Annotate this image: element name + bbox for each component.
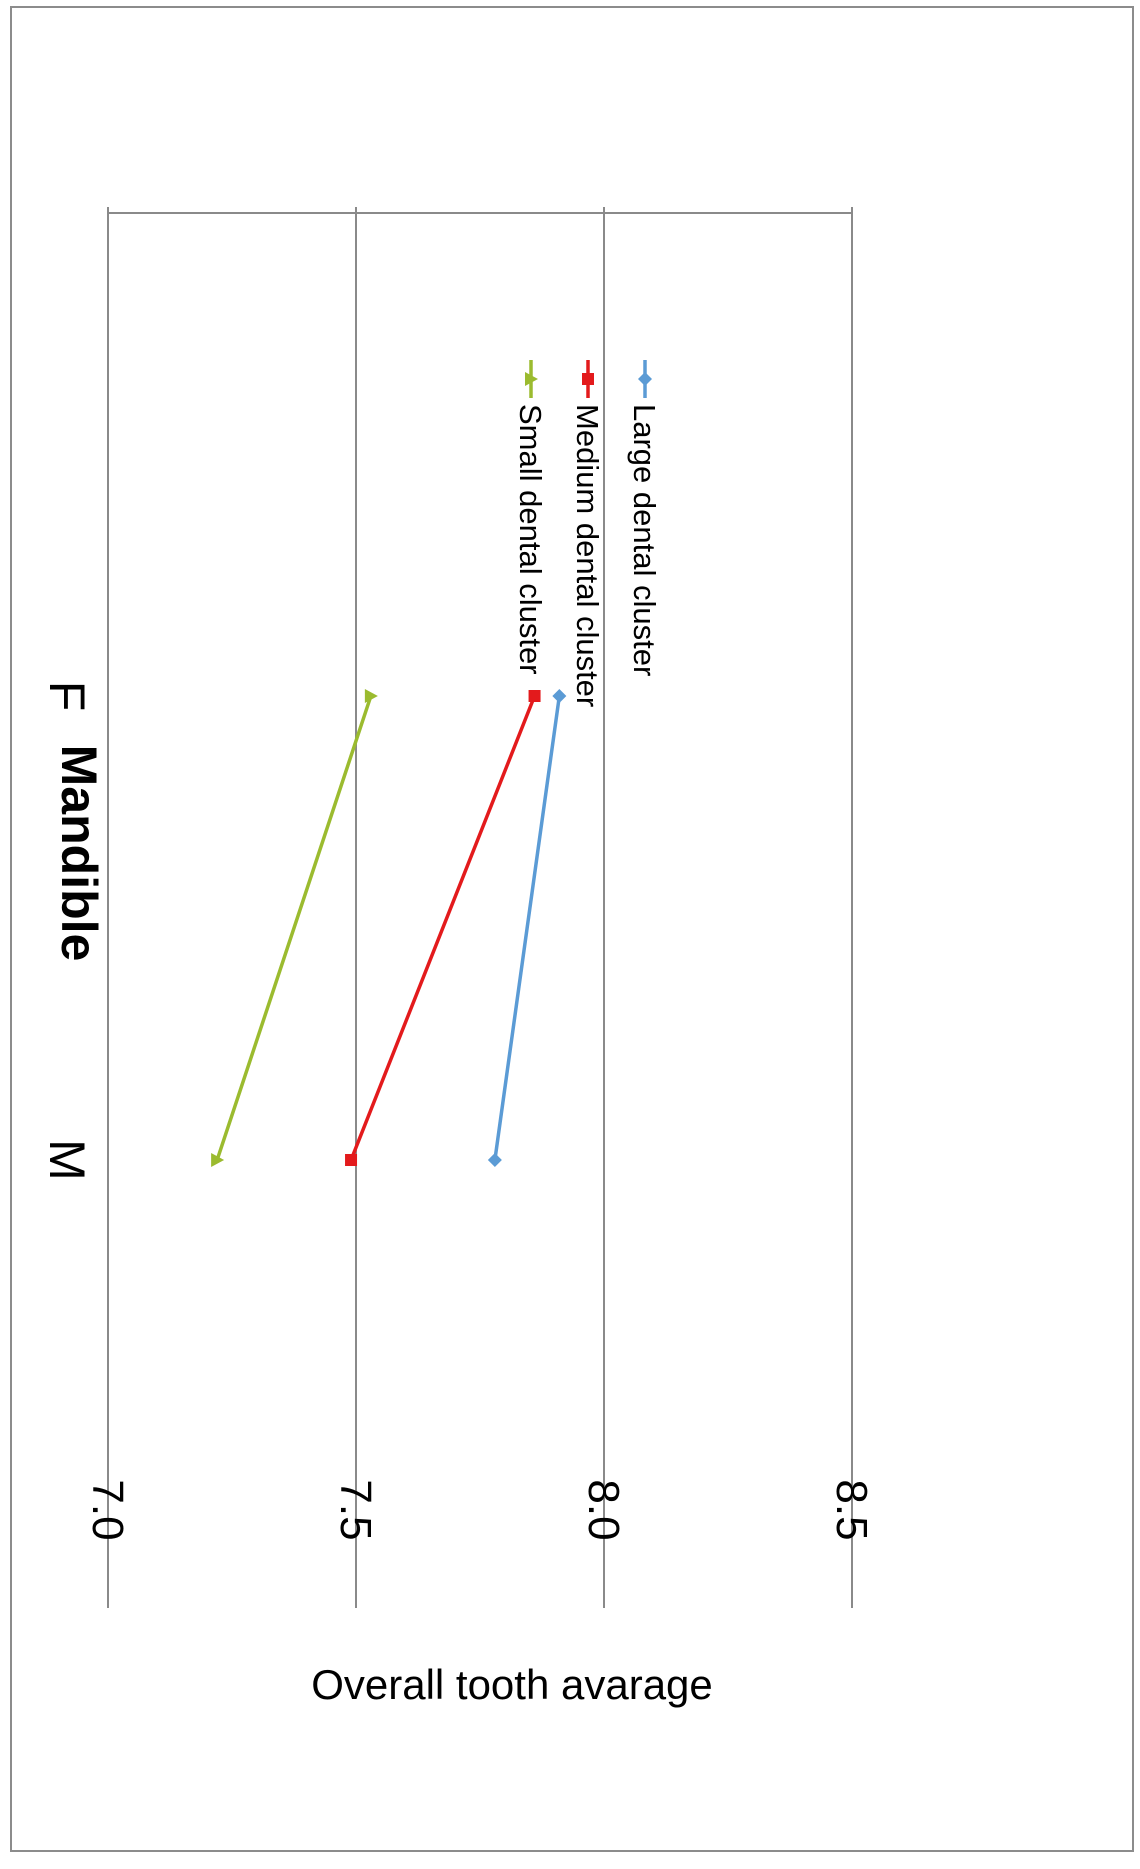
legend-label: Large dental cluster: [627, 404, 662, 676]
chart-title: Mandible: [51, 745, 107, 962]
y-tick-label: 8.5: [827, 1479, 876, 1540]
y-tick-label: 7.0: [83, 1479, 132, 1540]
legend-marker: [525, 372, 538, 386]
legend-marker: [638, 372, 652, 386]
data-point-marker: [211, 1153, 225, 1167]
data-point-marker: [487, 1153, 502, 1167]
legend-label: Medium dental cluster: [570, 404, 605, 707]
series-lines: [211, 689, 567, 1167]
data-point-marker: [345, 1154, 358, 1166]
x-category-label: M: [39, 1139, 95, 1181]
y-tick-label: 8.0: [579, 1479, 628, 1540]
series-line-3: [215, 695, 373, 1161]
axes: 7.0 7.5 8.0 8.5 M F: [39, 212, 876, 1541]
data-point-marker: [364, 689, 378, 703]
series-line-2: [349, 695, 537, 1161]
data-point-marker: [528, 690, 541, 702]
y-axis-label: Overall tooth avarage: [311, 1661, 713, 1708]
series-line-1: [493, 695, 562, 1161]
legend-label: Small dental cluster: [513, 404, 548, 675]
legend-marker: [582, 373, 594, 385]
chart-frame: [10, 6, 1134, 1852]
gridlines: [107, 207, 853, 1608]
x-category-label: F: [39, 681, 95, 712]
legend: Large dental cluster Medium dental cluste…: [513, 360, 662, 707]
y-tick-label: 7.5: [331, 1479, 380, 1540]
data-point-marker: [552, 689, 567, 703]
